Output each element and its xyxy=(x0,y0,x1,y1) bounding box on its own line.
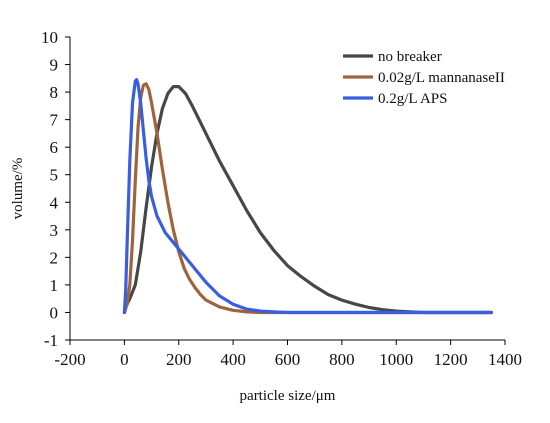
x-ticks: -200 0 200 400 600 800 1000 1200 1400 xyxy=(54,340,522,369)
series-line xyxy=(122,78,493,315)
y-tick-label: 0 xyxy=(50,303,59,322)
y-ticks: -1 0 1 2 3 4 5 6 7 8 9 10 xyxy=(41,28,70,350)
y-tick-label: 3 xyxy=(50,221,59,240)
x-tick-label: 600 xyxy=(275,350,301,369)
y-axis-title: volume/% xyxy=(10,158,26,220)
legend-label: 0.02g/L mannanaseII xyxy=(378,70,505,86)
y-tick-label: 4 xyxy=(50,193,59,212)
x-tick-label: 200 xyxy=(166,350,192,369)
x-tick-label: 800 xyxy=(329,350,355,369)
y-tick-label: 5 xyxy=(50,166,59,185)
y-tick-label: 8 xyxy=(50,83,59,102)
series-line xyxy=(122,85,493,315)
x-tick-label: 400 xyxy=(220,350,246,369)
x-tick-label: 1200 xyxy=(434,350,468,369)
y-tick-label: 9 xyxy=(50,56,59,75)
legend-label: no breaker xyxy=(378,49,442,65)
x-axis-title: particle size/μm xyxy=(240,388,336,404)
y-tick-label: 6 xyxy=(50,138,59,157)
y-tick-label: -1 xyxy=(44,331,58,350)
y-tick-label: 10 xyxy=(41,28,58,47)
plot-lines xyxy=(122,78,493,315)
y-tick-label: 7 xyxy=(50,111,59,130)
y-tick-label: 2 xyxy=(50,248,59,267)
series-line xyxy=(122,82,493,315)
x-tick-label: 1400 xyxy=(488,350,522,369)
y-tick-label: 1 xyxy=(50,276,59,295)
x-tick-label: 0 xyxy=(120,350,129,369)
legend: no breaker 0.02g/L mannanaseII 0.2g/L APS xyxy=(343,49,505,107)
x-tick-label: 1000 xyxy=(379,350,413,369)
legend-label: 0.2g/L APS xyxy=(378,91,447,107)
x-tick-label: -200 xyxy=(54,350,85,369)
